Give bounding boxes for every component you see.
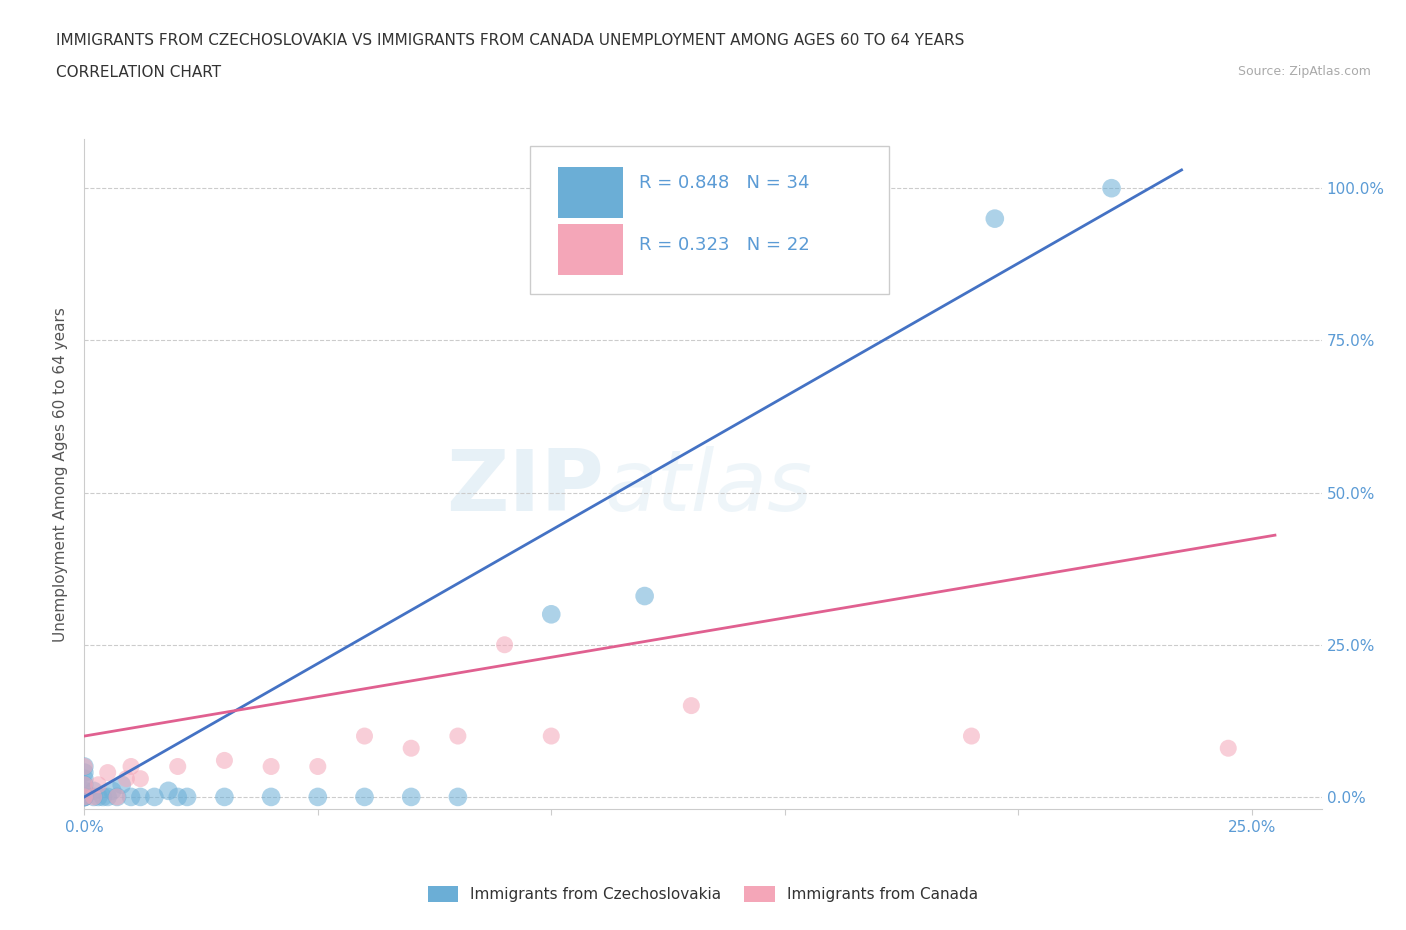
FancyBboxPatch shape	[558, 224, 623, 274]
Point	[176, 790, 198, 804]
Point	[73, 759, 96, 774]
Point	[111, 777, 134, 792]
Point	[157, 783, 180, 798]
Point	[353, 728, 375, 743]
Point	[73, 783, 96, 798]
Point	[73, 790, 96, 804]
Point	[129, 771, 152, 786]
Point	[260, 759, 283, 774]
FancyBboxPatch shape	[558, 167, 623, 218]
Point	[97, 790, 120, 804]
Point	[91, 790, 114, 804]
Point	[73, 790, 96, 804]
Text: R = 0.323   N = 22: R = 0.323 N = 22	[638, 235, 810, 254]
Point	[73, 771, 96, 786]
Y-axis label: Unemployment Among Ages 60 to 64 years: Unemployment Among Ages 60 to 64 years	[53, 307, 69, 642]
Point	[120, 759, 142, 774]
Point	[73, 790, 96, 804]
Point	[73, 759, 96, 774]
Point	[960, 728, 983, 743]
Point	[307, 790, 329, 804]
Point	[143, 790, 166, 804]
Text: ZIP: ZIP	[446, 446, 605, 529]
Point	[73, 790, 96, 804]
Legend: Immigrants from Czechoslovakia, Immigrants from Canada: Immigrants from Czechoslovakia, Immigran…	[422, 881, 984, 909]
Point	[115, 771, 138, 786]
Point	[73, 765, 96, 780]
Point	[129, 790, 152, 804]
Point	[87, 777, 110, 792]
Point	[1101, 180, 1123, 195]
Point	[540, 728, 562, 743]
Point	[83, 790, 105, 804]
Point	[73, 790, 96, 804]
FancyBboxPatch shape	[530, 146, 889, 294]
Point	[214, 753, 236, 768]
Point	[73, 777, 96, 792]
Point	[447, 790, 470, 804]
Point	[633, 589, 655, 604]
Point	[105, 790, 128, 804]
Point	[120, 790, 142, 804]
Text: R = 0.848   N = 34: R = 0.848 N = 34	[638, 174, 810, 192]
Text: Source: ZipAtlas.com: Source: ZipAtlas.com	[1237, 65, 1371, 78]
Point	[353, 790, 375, 804]
Point	[73, 790, 96, 804]
Point	[399, 790, 422, 804]
Point	[1218, 741, 1240, 756]
Point	[260, 790, 283, 804]
Point	[73, 777, 96, 792]
Point	[87, 790, 110, 804]
Point	[214, 790, 236, 804]
Point	[166, 790, 188, 804]
Point	[97, 765, 120, 780]
Point	[105, 790, 128, 804]
Text: atlas: atlas	[605, 446, 813, 529]
Point	[101, 783, 124, 798]
Point	[681, 698, 703, 713]
Text: IMMIGRANTS FROM CZECHOSLOVAKIA VS IMMIGRANTS FROM CANADA UNEMPLOYMENT AMONG AGES: IMMIGRANTS FROM CZECHOSLOVAKIA VS IMMIGR…	[56, 33, 965, 47]
Point	[166, 759, 188, 774]
Point	[83, 783, 105, 798]
Point	[494, 637, 516, 652]
Point	[984, 211, 1007, 226]
Point	[447, 728, 470, 743]
Point	[540, 607, 562, 622]
Point	[83, 790, 105, 804]
Point	[399, 741, 422, 756]
Text: CORRELATION CHART: CORRELATION CHART	[56, 65, 221, 80]
Point	[307, 759, 329, 774]
